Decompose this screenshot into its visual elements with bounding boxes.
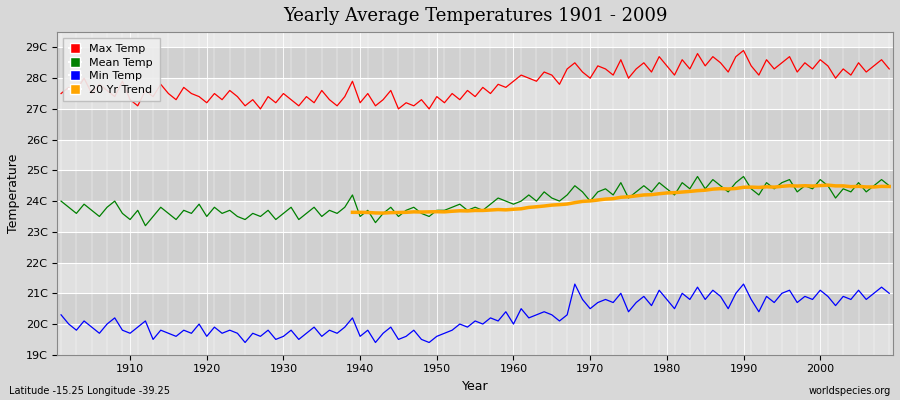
Bar [58, 262, 893, 293]
Text: worldspecies.org: worldspecies.org [809, 386, 891, 396]
Legend: Max Temp, Mean Temp, Min Temp, 20 Yr Trend: Max Temp, Mean Temp, Min Temp, 20 Yr Tre… [63, 38, 159, 101]
Bar [58, 170, 893, 201]
Bar [58, 109, 893, 140]
Y-axis label: Temperature: Temperature [7, 154, 20, 233]
Bar [58, 201, 893, 232]
Bar [58, 293, 893, 324]
X-axis label: Year: Year [462, 380, 489, 393]
Bar [58, 48, 893, 78]
Bar [58, 140, 893, 170]
Text: Latitude -15.25 Longitude -39.25: Latitude -15.25 Longitude -39.25 [9, 386, 170, 396]
Bar [58, 232, 893, 262]
Bar [58, 324, 893, 355]
Title: Yearly Average Temperatures 1901 - 2009: Yearly Average Temperatures 1901 - 2009 [283, 7, 668, 25]
Bar [58, 78, 893, 109]
